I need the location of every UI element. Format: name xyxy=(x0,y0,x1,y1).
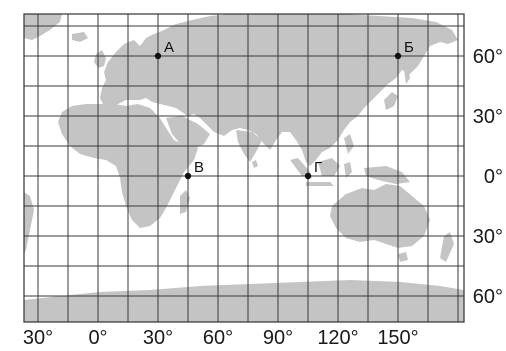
longitude-tick-label: 120° xyxy=(317,327,358,349)
longitude-tick-label: 90° xyxy=(263,327,293,349)
point-label: Б xyxy=(404,39,414,56)
map-frame xyxy=(23,13,465,323)
new-zealand xyxy=(440,232,454,262)
japan xyxy=(384,92,398,110)
philippines xyxy=(344,134,354,154)
sulawesi xyxy=(344,162,352,178)
great-britain xyxy=(94,50,106,68)
latitude-tick-label: 30° xyxy=(473,226,503,248)
point-label: Г xyxy=(314,159,322,176)
latitude-tick-label: 60° xyxy=(473,286,503,308)
longitude-tick-label: 150° xyxy=(377,327,418,349)
point-marker xyxy=(304,172,312,180)
latitude-tick-label: 30° xyxy=(473,106,503,128)
borneo xyxy=(318,158,340,176)
longitude-tick-label: 60° xyxy=(203,327,233,349)
australia xyxy=(330,184,430,248)
antarctica xyxy=(24,280,464,322)
sakhalin xyxy=(404,66,410,84)
longitude-labels: 30° 0° 30° 60° 90° 120° 150° xyxy=(23,327,419,349)
longitude-tick-label: 30° xyxy=(143,327,173,349)
labeled-points: А Б В Г xyxy=(154,39,414,180)
point-marker xyxy=(394,52,402,60)
greenland xyxy=(24,14,62,40)
point-marker xyxy=(184,172,192,180)
tasmania xyxy=(398,252,408,262)
latitude-labels: 60° 30° 0° 30° 60° xyxy=(473,46,503,308)
coordinate-grid xyxy=(24,14,464,322)
iceland xyxy=(72,32,88,42)
point-marker xyxy=(154,52,162,60)
longitude-tick-label: 0° xyxy=(88,327,107,349)
new-guinea xyxy=(364,166,410,184)
point-label: А xyxy=(164,39,174,56)
sumatra xyxy=(290,158,312,178)
latitude-tick-label: 0° xyxy=(484,166,503,188)
south-america-edge xyxy=(24,192,34,254)
point-label: В xyxy=(194,159,204,176)
java xyxy=(306,182,334,186)
latitude-tick-label: 60° xyxy=(473,46,503,68)
longitude-tick-label: 30° xyxy=(23,327,53,349)
sri-lanka xyxy=(252,160,258,168)
